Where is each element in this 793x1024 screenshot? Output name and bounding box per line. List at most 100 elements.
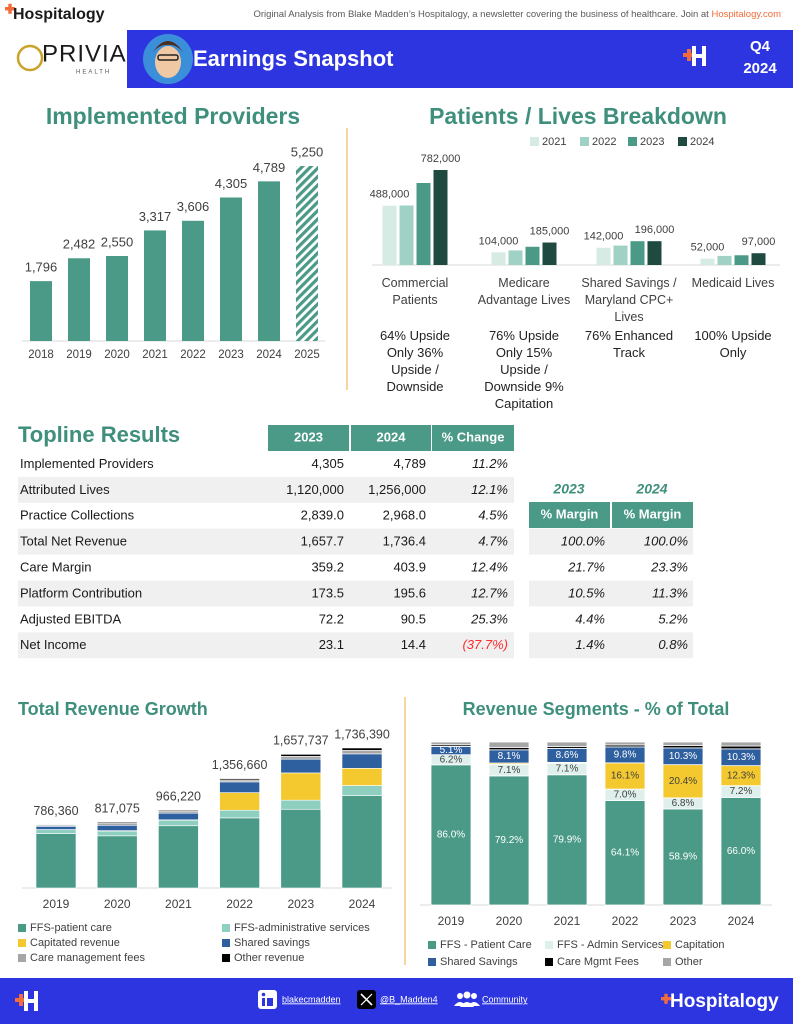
total-label: 1,736,390 (334, 727, 390, 741)
cell: 12.1% (471, 482, 508, 497)
cell: 4,789 (393, 456, 426, 471)
value-label: 8.6% (556, 750, 579, 761)
footer-logo-mark (664, 993, 668, 1004)
legend-swatch (663, 958, 671, 966)
cell: 4.7% (478, 534, 508, 549)
linkedin-link[interactable]: blakecmadden (282, 994, 341, 1004)
legend-swatch (222, 939, 230, 947)
header-cell (432, 425, 514, 451)
legend-swatch (580, 137, 589, 146)
bar-segment (662, 741, 704, 746)
row-band (18, 476, 514, 503)
column-header: % Margin (541, 506, 599, 521)
value-label: 4,789 (253, 160, 286, 175)
linkedin-icon[interactable] (258, 990, 277, 1009)
legend-label: 2024 (690, 136, 714, 148)
bar-segment (158, 809, 199, 812)
bar-segment (604, 800, 646, 906)
bar-segment (488, 741, 530, 748)
year: 2024 (743, 60, 777, 77)
bar (433, 170, 448, 265)
bar (144, 230, 166, 341)
banner-icon (683, 46, 706, 66)
bar (613, 245, 628, 265)
value-label: 7.2% (730, 786, 753, 797)
header-cell (612, 502, 693, 528)
value-label: 97,000 (742, 236, 776, 248)
bar (296, 166, 318, 341)
bar (630, 241, 645, 265)
value-label: 3,317 (139, 209, 172, 224)
bar-segment (158, 812, 199, 821)
cell: 12.4% (471, 560, 508, 575)
cell: 1,736.4 (383, 534, 426, 549)
cell: 10.5% (568, 585, 605, 600)
community-link[interactable]: Community (482, 994, 528, 1004)
legend-swatch (545, 941, 553, 949)
cell: 1,657.7 (301, 534, 344, 549)
bar-segment (604, 762, 646, 790)
cell: 4.4% (575, 611, 605, 626)
quarter: Q4 (750, 38, 771, 55)
bar-segment (280, 799, 322, 810)
bar (68, 258, 90, 341)
row-label: Total Net Revenue (20, 534, 127, 549)
row-label: Practice Collections (20, 508, 135, 523)
cell: 14.4 (401, 637, 426, 652)
bar-segment (96, 835, 138, 889)
bar (30, 281, 52, 341)
value-label: 79.9% (553, 835, 581, 846)
bar-segment (662, 808, 704, 906)
value-label: 4,305 (215, 176, 248, 191)
x-tick-label: Medicaid Lives (691, 276, 775, 290)
bar-segment (341, 785, 383, 796)
cell: 1,256,000 (368, 482, 426, 497)
bar (491, 252, 506, 265)
community-icon[interactable] (454, 991, 480, 1008)
row-label: Platform Contribution (20, 585, 142, 600)
row-band (18, 580, 514, 607)
cell: 359.2 (311, 560, 344, 575)
footer-logo[interactable]: Hospitalogy (670, 991, 779, 1012)
x-tick-label: 2023 (287, 897, 314, 911)
cell: 100.0% (561, 534, 605, 549)
value-label: 782,000 (421, 153, 461, 165)
cell: 2,839.0 (301, 508, 344, 523)
legend-swatch (663, 941, 671, 949)
row-band (529, 580, 693, 607)
legend-label: Other (675, 956, 703, 968)
row-band (18, 528, 514, 555)
bar (182, 220, 204, 341)
value-label: 10.3% (669, 751, 697, 762)
x-tick-label: 2019 (43, 897, 70, 911)
bar (399, 205, 414, 265)
legend-label: Care Mgmt Fees (557, 956, 639, 968)
annotation: 76% Enhanced Track (584, 328, 674, 360)
header-cell (529, 502, 610, 528)
bar-segment (96, 824, 138, 831)
cell: 0.8% (658, 637, 688, 652)
legend-swatch (678, 137, 687, 146)
value-label: 79.2% (495, 835, 523, 846)
bar (416, 182, 431, 265)
header-cell (268, 425, 349, 451)
bar-segment (720, 797, 762, 906)
value-label: 66.0% (727, 846, 755, 857)
legend-label: FFS-patient care (30, 922, 112, 934)
value-label: 16.1% (611, 771, 639, 782)
tagline-link[interactable]: Hospitalogy.com (711, 9, 781, 20)
logo-mark (8, 3, 12, 14)
cell: 4,305 (311, 456, 344, 471)
row-label: Net Income (20, 637, 86, 652)
value-label: 142,000 (584, 231, 624, 243)
x-tick-label: Commercial Patients (381, 276, 449, 307)
cell: 100.0% (644, 534, 688, 549)
legend-swatch (222, 954, 230, 962)
x-tick-label: 2020 (104, 897, 131, 911)
value-label: 488,000 (370, 189, 410, 201)
bar (751, 253, 766, 265)
x-icon[interactable] (357, 990, 376, 1009)
legend-label: Care management fees (30, 952, 145, 964)
x-tick-label: 2024 (256, 349, 282, 361)
x-link[interactable]: @B_Madden4 (380, 994, 438, 1004)
